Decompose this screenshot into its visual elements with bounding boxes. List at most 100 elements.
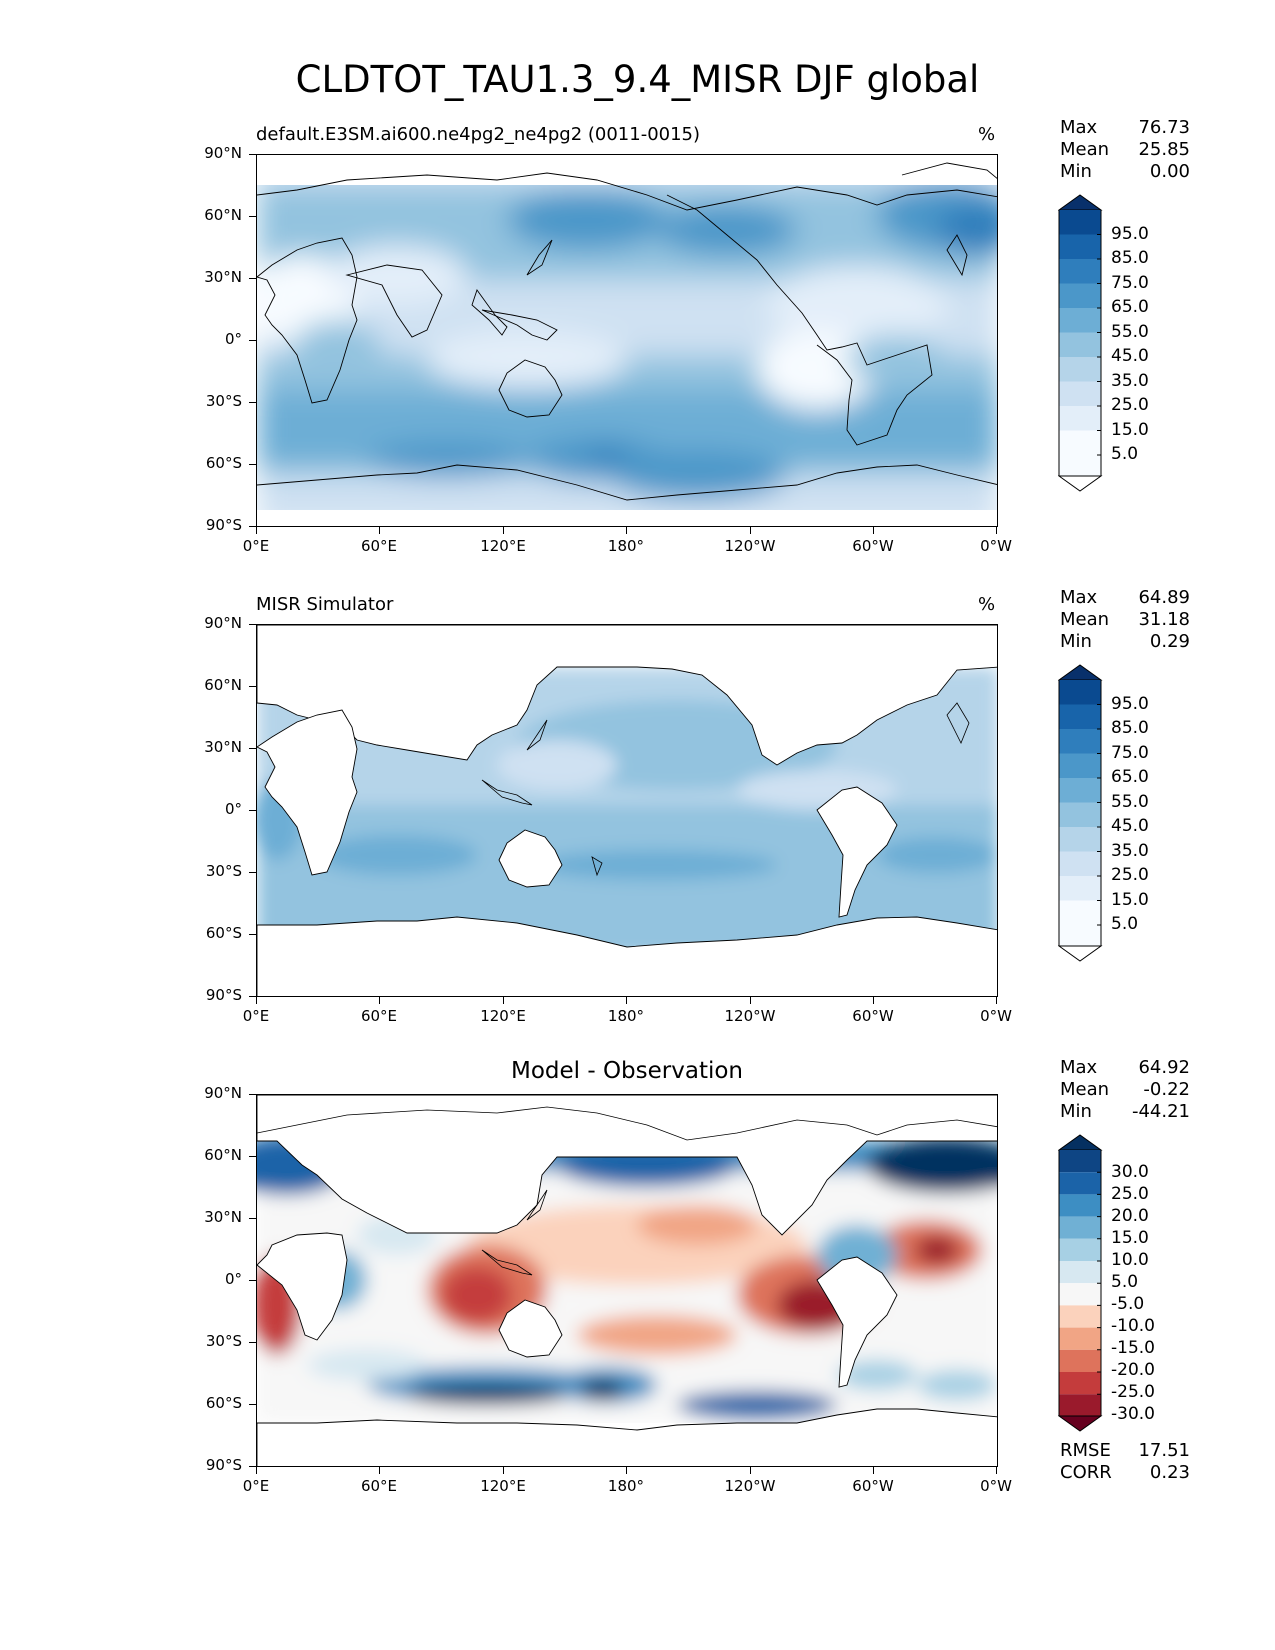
lat-label: 30°N xyxy=(204,268,242,286)
map-difference[interactable] xyxy=(256,1094,998,1467)
stat-label: Mean xyxy=(1060,609,1110,630)
lat-label: 30°S xyxy=(205,1332,242,1350)
colorbar-label: 95.0 xyxy=(1111,224,1149,244)
x-tick xyxy=(503,1467,505,1474)
y-tick xyxy=(249,1156,256,1158)
y-tick xyxy=(249,686,256,688)
lon-label: 0°W xyxy=(980,1477,1012,1495)
stat-value: 64.92 xyxy=(1138,1057,1190,1078)
colorbar-label: 95.0 xyxy=(1111,694,1149,714)
lon-label: 0°W xyxy=(980,1007,1012,1025)
colorbar-label: 85.0 xyxy=(1111,248,1149,268)
colorbar-label: 45.0 xyxy=(1111,816,1149,836)
colorbar-label: 25.0 xyxy=(1111,395,1149,415)
colorbar-label: 5.0 xyxy=(1111,444,1139,464)
x-tick xyxy=(379,527,381,534)
lon-label: 0°W xyxy=(980,537,1012,555)
colorbar-label: 75.0 xyxy=(1111,273,1149,293)
lat-label: 0° xyxy=(224,800,242,818)
metric-label: CORR xyxy=(1060,1462,1112,1483)
stat-value: 76.73 xyxy=(1138,117,1190,138)
lat-label: 90°S xyxy=(205,1456,242,1474)
x-tick xyxy=(996,1467,998,1474)
colorbar-label: -25.0 xyxy=(1111,1382,1155,1402)
panel-model-title: default.E3SM.ai600.ne4pg2_ne4pg2 (0011-0… xyxy=(256,124,701,145)
map-observation[interactable] xyxy=(256,624,998,997)
colorbar-label: 85.0 xyxy=(1111,718,1149,738)
coastlines xyxy=(257,162,997,501)
lat-label: 30°N xyxy=(204,1208,242,1226)
y-tick xyxy=(249,872,256,874)
x-tick xyxy=(750,527,752,534)
panel-difference-stats: Max 64.92 Mean -0.22 Min -44.21 xyxy=(1060,1057,1190,1123)
lon-label: 60°W xyxy=(852,1477,894,1495)
lon-label: 120°E xyxy=(480,537,526,555)
lon-label: 120°E xyxy=(480,1007,526,1025)
y-tick xyxy=(249,1218,256,1220)
lon-label: 120°W xyxy=(724,1477,776,1495)
x-tick xyxy=(379,1467,381,1474)
stat-value: 0.29 xyxy=(1149,631,1190,652)
colorbar-label: 20.0 xyxy=(1111,1206,1149,1226)
stat-value: 31.18 xyxy=(1138,609,1190,630)
y-tick xyxy=(249,402,256,404)
colorbar-label: 35.0 xyxy=(1111,841,1149,861)
lon-label: 60°W xyxy=(852,537,894,555)
lat-label: 60°S xyxy=(205,924,242,942)
colorbar-label: 25.0 xyxy=(1111,1184,1149,1204)
colorbar-label: 75.0 xyxy=(1111,743,1149,763)
x-tick xyxy=(626,527,628,534)
x-tick xyxy=(873,1467,875,1474)
lon-label: 60°E xyxy=(360,537,398,555)
x-tick xyxy=(996,997,998,1004)
islands xyxy=(481,702,970,877)
stat-label: Min xyxy=(1060,161,1092,182)
colorbar-label: 35.0 xyxy=(1111,371,1149,391)
y-tick xyxy=(249,748,256,750)
y-tick xyxy=(249,1466,256,1468)
lon-label: 180° xyxy=(607,537,645,555)
land-mask xyxy=(257,625,997,996)
lon-label: 0°E xyxy=(242,1007,270,1025)
lat-label: 0° xyxy=(224,330,242,348)
colorbar-label: 15.0 xyxy=(1111,1228,1149,1248)
stat-label: Min xyxy=(1060,631,1092,652)
lat-label: 90°S xyxy=(205,986,242,1004)
panel-model-units: % xyxy=(978,124,996,145)
x-tick xyxy=(256,527,258,534)
y-tick xyxy=(249,1280,256,1282)
lon-label: 120°W xyxy=(724,537,776,555)
lon-label: 60°W xyxy=(852,1007,894,1025)
x-tick xyxy=(503,527,505,534)
colorbar-observation xyxy=(1058,664,1103,962)
metric-value: 0.23 xyxy=(1149,1462,1190,1483)
lat-label: 60°S xyxy=(205,1394,242,1412)
x-tick xyxy=(750,997,752,1004)
stat-value: 0.00 xyxy=(1149,161,1190,182)
panel-observation-title: MISR Simulator xyxy=(256,594,394,615)
colorbar-label: 15.0 xyxy=(1111,890,1149,910)
map-model[interactable] xyxy=(256,154,998,527)
stat-label: Min xyxy=(1060,1101,1092,1122)
x-tick xyxy=(750,1467,752,1474)
lon-label: 180° xyxy=(607,1477,645,1495)
colorbar-label: 30.0 xyxy=(1111,1162,1149,1182)
panel-model-stats: Max 76.73 Mean 25.85 Min 0.00 xyxy=(1060,117,1190,183)
x-tick xyxy=(256,997,258,1004)
stat-value: -44.21 xyxy=(1131,1101,1190,1122)
y-tick xyxy=(249,464,256,466)
colorbar-label: 55.0 xyxy=(1111,792,1149,812)
stat-value: 25.85 xyxy=(1138,139,1190,160)
stat-label: Max xyxy=(1060,1057,1098,1078)
panel-observation-units: % xyxy=(978,594,996,615)
y-tick xyxy=(249,340,256,342)
lat-label: 0° xyxy=(224,1270,242,1288)
lat-label: 60°N xyxy=(204,676,242,694)
colorbar-label: 45.0 xyxy=(1111,346,1149,366)
lat-label: 30°S xyxy=(205,392,242,410)
colorbar-label: -20.0 xyxy=(1111,1360,1155,1380)
colorbar-label: 65.0 xyxy=(1111,767,1149,787)
y-tick xyxy=(249,154,256,156)
colorbar-difference xyxy=(1058,1134,1103,1432)
stat-label: Max xyxy=(1060,587,1098,608)
